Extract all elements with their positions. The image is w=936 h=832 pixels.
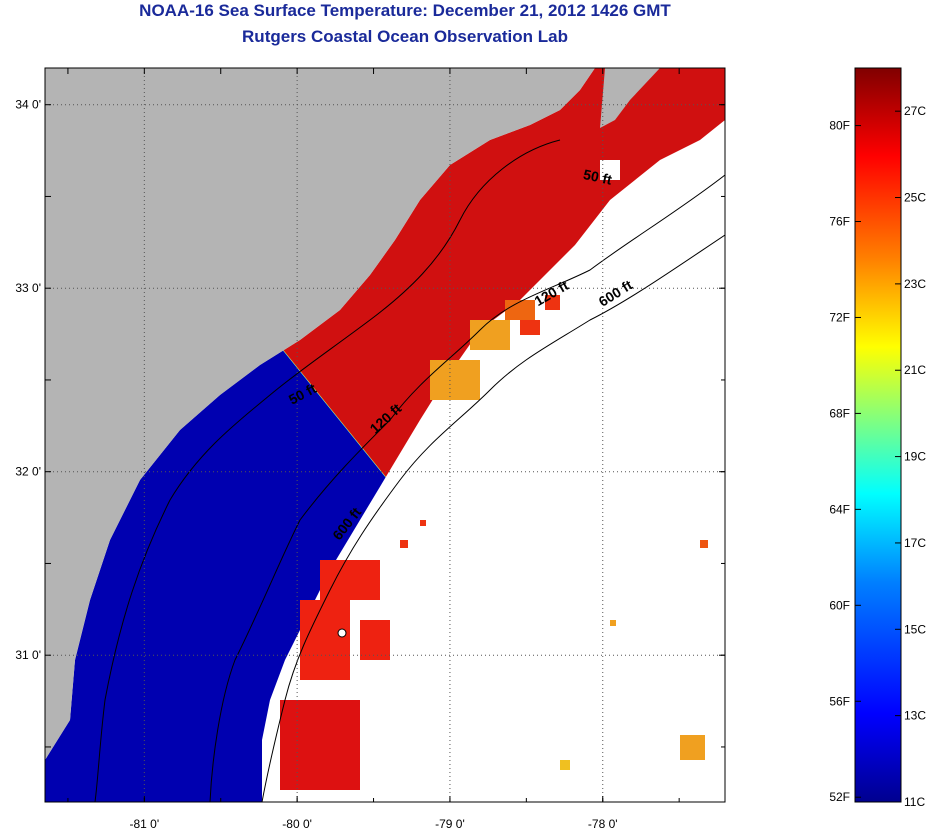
contour-label: 50 ft (582, 166, 614, 188)
y-tick-label: 31 0' (15, 648, 41, 662)
colorbar-c-label: 27C (904, 104, 926, 118)
map-frame (44, 67, 726, 803)
map-subtitle: Rutgers Coastal Ocean Observation Lab (242, 27, 568, 46)
axis-ticks: -81 0' -80 0' -79 0' -78 0' 34 0' 33 0' 32 0' 3… (15, 68, 725, 831)
colorbar-f-label: 56F (829, 694, 850, 708)
colorbar-c-label: 25C (904, 191, 926, 205)
colorbar-c-label: 15C (904, 622, 926, 636)
contour-50ft (94, 139, 561, 802)
graticule (45, 68, 725, 802)
colorbar-c-label: 13C (904, 709, 926, 723)
x-tick-label: -79 0' (435, 817, 465, 831)
contour-120ft (209, 174, 725, 802)
colorbar-f-label: 80F (829, 119, 850, 133)
colorbar-c-label: 19C (904, 450, 926, 464)
y-tick-label: 34 0' (15, 98, 41, 112)
buoy-marker (337, 628, 347, 638)
x-tick-label: -78 0' (588, 817, 618, 831)
x-tick-label: -80 0' (282, 817, 312, 831)
colorbar-labels: 80F 76F 72F 68F 64F 60F 56F 52F 27C 25C 23C 21C 19C 1… (829, 104, 926, 809)
contour-600ft (261, 234, 725, 802)
colorbar-f-label: 52F (829, 790, 850, 804)
land-mass (45, 68, 595, 760)
colorbar-f-label: 68F (829, 406, 850, 420)
sst-field (45, 68, 725, 802)
x-tick-label: -81 0' (129, 817, 159, 831)
sst-speckle (280, 160, 708, 790)
land-mass-ne (600, 68, 660, 128)
colorbar-c-label: 23C (904, 277, 926, 291)
map-title: NOAA-16 Sea Surface Temperature: Decembe… (139, 1, 671, 20)
colorbar-f-label: 76F (829, 215, 850, 229)
colorbar-c-label: 21C (904, 363, 926, 377)
colorbar-f-label: 60F (829, 598, 850, 612)
colorbar-c-label: 17C (904, 536, 926, 550)
colorbar-f-label: 64F (829, 502, 850, 516)
colorbar-f-label: 72F (829, 310, 850, 324)
y-tick-label: 32 0' (15, 465, 41, 479)
y-tick-label: 33 0' (15, 281, 41, 295)
colorbar (854, 67, 902, 803)
colorbar-c-label: 11C (904, 795, 925, 809)
